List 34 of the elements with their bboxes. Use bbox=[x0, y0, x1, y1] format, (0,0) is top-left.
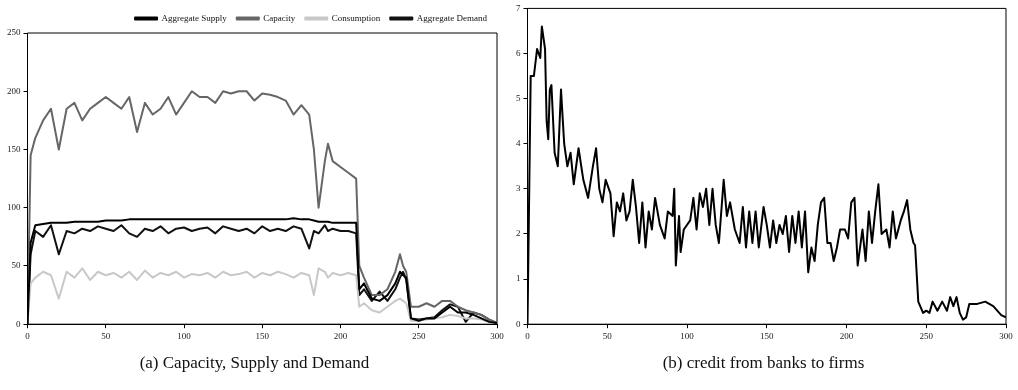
x-tick-label: 50 bbox=[602, 330, 613, 341]
y-tick-label: 5 bbox=[516, 92, 521, 103]
y-tick-label: 2 bbox=[516, 228, 521, 239]
y-tick-label: 50 bbox=[11, 260, 21, 271]
y-tick-label: 200 bbox=[7, 85, 21, 96]
x-tick-label: 200 bbox=[333, 330, 348, 341]
x-tick-label: 100 bbox=[177, 330, 192, 341]
y-tick-label: 7 bbox=[516, 2, 521, 13]
x-tick-label: 300 bbox=[999, 330, 1014, 341]
text: (b) credit from banks to firms bbox=[661, 353, 866, 373]
y-tick-label: 4 bbox=[516, 138, 521, 149]
x-tick-label: 0 bbox=[25, 330, 31, 341]
y-tick-label: 250 bbox=[7, 27, 21, 38]
legend-label: Capacity bbox=[263, 12, 296, 23]
x-tick-label: 100 bbox=[680, 330, 695, 341]
y-tick-label: 3 bbox=[516, 183, 521, 194]
y-tick-label: 6 bbox=[516, 47, 521, 58]
legend-label: Aggregate Demand bbox=[416, 12, 488, 23]
text: (a) Capacity, Supply and Demand bbox=[138, 353, 371, 373]
legend-label: Consumption bbox=[331, 12, 381, 23]
y-tick-label: 150 bbox=[7, 143, 21, 154]
x-tick-label: 50 bbox=[101, 330, 111, 341]
legend-label: Aggregate Supply bbox=[161, 12, 228, 23]
x-tick-label: 250 bbox=[412, 330, 426, 341]
x-tick-label: 0 bbox=[525, 330, 531, 341]
y-tick-label: 0 bbox=[16, 318, 21, 329]
x-tick-label: 150 bbox=[760, 330, 774, 341]
x-tick-label: 200 bbox=[839, 330, 854, 341]
y-tick-label: 100 bbox=[7, 202, 21, 213]
x-tick-label: 250 bbox=[919, 330, 934, 341]
x-tick-label: 300 bbox=[490, 330, 505, 341]
x-tick-label: 150 bbox=[255, 330, 270, 341]
y-tick-label: 1 bbox=[516, 273, 521, 284]
y-tick-label: 0 bbox=[516, 318, 521, 329]
